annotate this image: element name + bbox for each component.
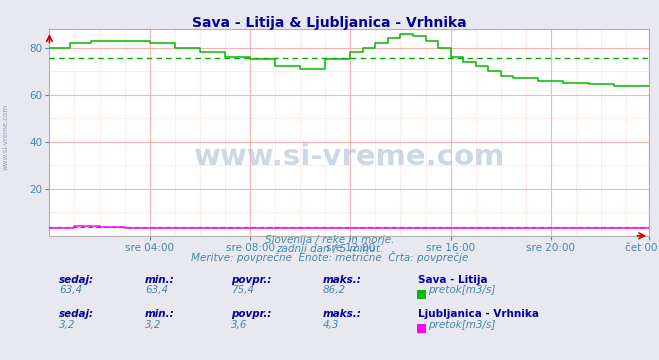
Text: 63,4: 63,4 <box>59 285 82 296</box>
Text: min.:: min.: <box>145 275 175 285</box>
Text: pretok[m3/s]: pretok[m3/s] <box>428 285 496 296</box>
Text: maks.:: maks.: <box>323 275 362 285</box>
Text: 3,2: 3,2 <box>145 320 161 330</box>
Text: 86,2: 86,2 <box>323 285 346 296</box>
Text: Ljubljanica - Vrhnika: Ljubljanica - Vrhnika <box>418 309 540 319</box>
Text: www.si-vreme.com: www.si-vreme.com <box>2 104 9 170</box>
Text: povpr.:: povpr.: <box>231 309 271 319</box>
Text: sedaj:: sedaj: <box>59 275 94 285</box>
Text: zadnji dan / 5 minut.: zadnji dan / 5 minut. <box>276 244 383 254</box>
Text: Meritve: povprečne  Enote: metrične  Črta: povprečje: Meritve: povprečne Enote: metrične Črta:… <box>191 251 468 263</box>
Text: Sava - Litija: Sava - Litija <box>418 275 488 285</box>
Text: 63,4: 63,4 <box>145 285 168 296</box>
Text: 75,4: 75,4 <box>231 285 254 296</box>
Text: Sava - Litija & Ljubljanica - Vrhnika: Sava - Litija & Ljubljanica - Vrhnika <box>192 16 467 30</box>
Text: www.si-vreme.com: www.si-vreme.com <box>194 143 505 171</box>
Text: maks.:: maks.: <box>323 309 362 319</box>
Text: min.:: min.: <box>145 309 175 319</box>
Text: sedaj:: sedaj: <box>59 309 94 319</box>
Text: Slovenija / reke in morje.: Slovenija / reke in morje. <box>265 235 394 245</box>
Text: 3,6: 3,6 <box>231 320 247 330</box>
Text: pretok[m3/s]: pretok[m3/s] <box>428 320 496 330</box>
Text: 4,3: 4,3 <box>323 320 339 330</box>
Text: 3,2: 3,2 <box>59 320 76 330</box>
Text: povpr.:: povpr.: <box>231 275 271 285</box>
